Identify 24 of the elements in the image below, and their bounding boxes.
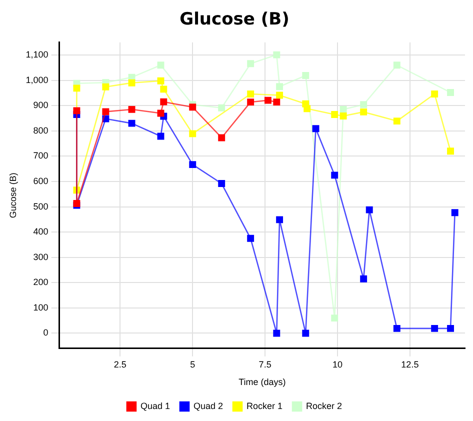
y-tick-label: 400 [33,226,48,237]
x-tick-label: 7.5 [258,359,272,370]
y-tick-label: 300 [33,252,48,262]
chart-title: Glucose (B) [180,10,290,30]
legend-label: Rocker 1 [246,400,283,411]
y-tick-label: 1,000 [26,74,48,85]
legend-label: Rocker 2 [306,400,342,411]
y-tick-label: 800 [33,125,48,136]
y-tick-label: 600 [33,176,48,186]
x-tick-label: 12.5 [401,359,419,370]
y-tick-label: 900 [33,100,48,110]
x-tick-label: 5 [190,359,196,370]
y-tick-label: 500 [33,201,48,212]
legend-label: Quad 1 [140,400,170,411]
x-tick-label: 10 [332,359,343,370]
x-axis-title: Time (days) [238,377,286,388]
legend-label: Quad 2 [193,400,224,411]
y-tick-label: 100 [33,302,48,312]
y-tick-label: 0 [43,328,48,338]
y-axis-title: Gucose (B) [8,172,18,218]
y-tick-label: 700 [33,150,48,161]
x-tick-label: 2.5 [114,359,126,370]
y-tick-label: 200 [33,277,48,288]
y-tick-label: 1,100 [26,50,48,60]
